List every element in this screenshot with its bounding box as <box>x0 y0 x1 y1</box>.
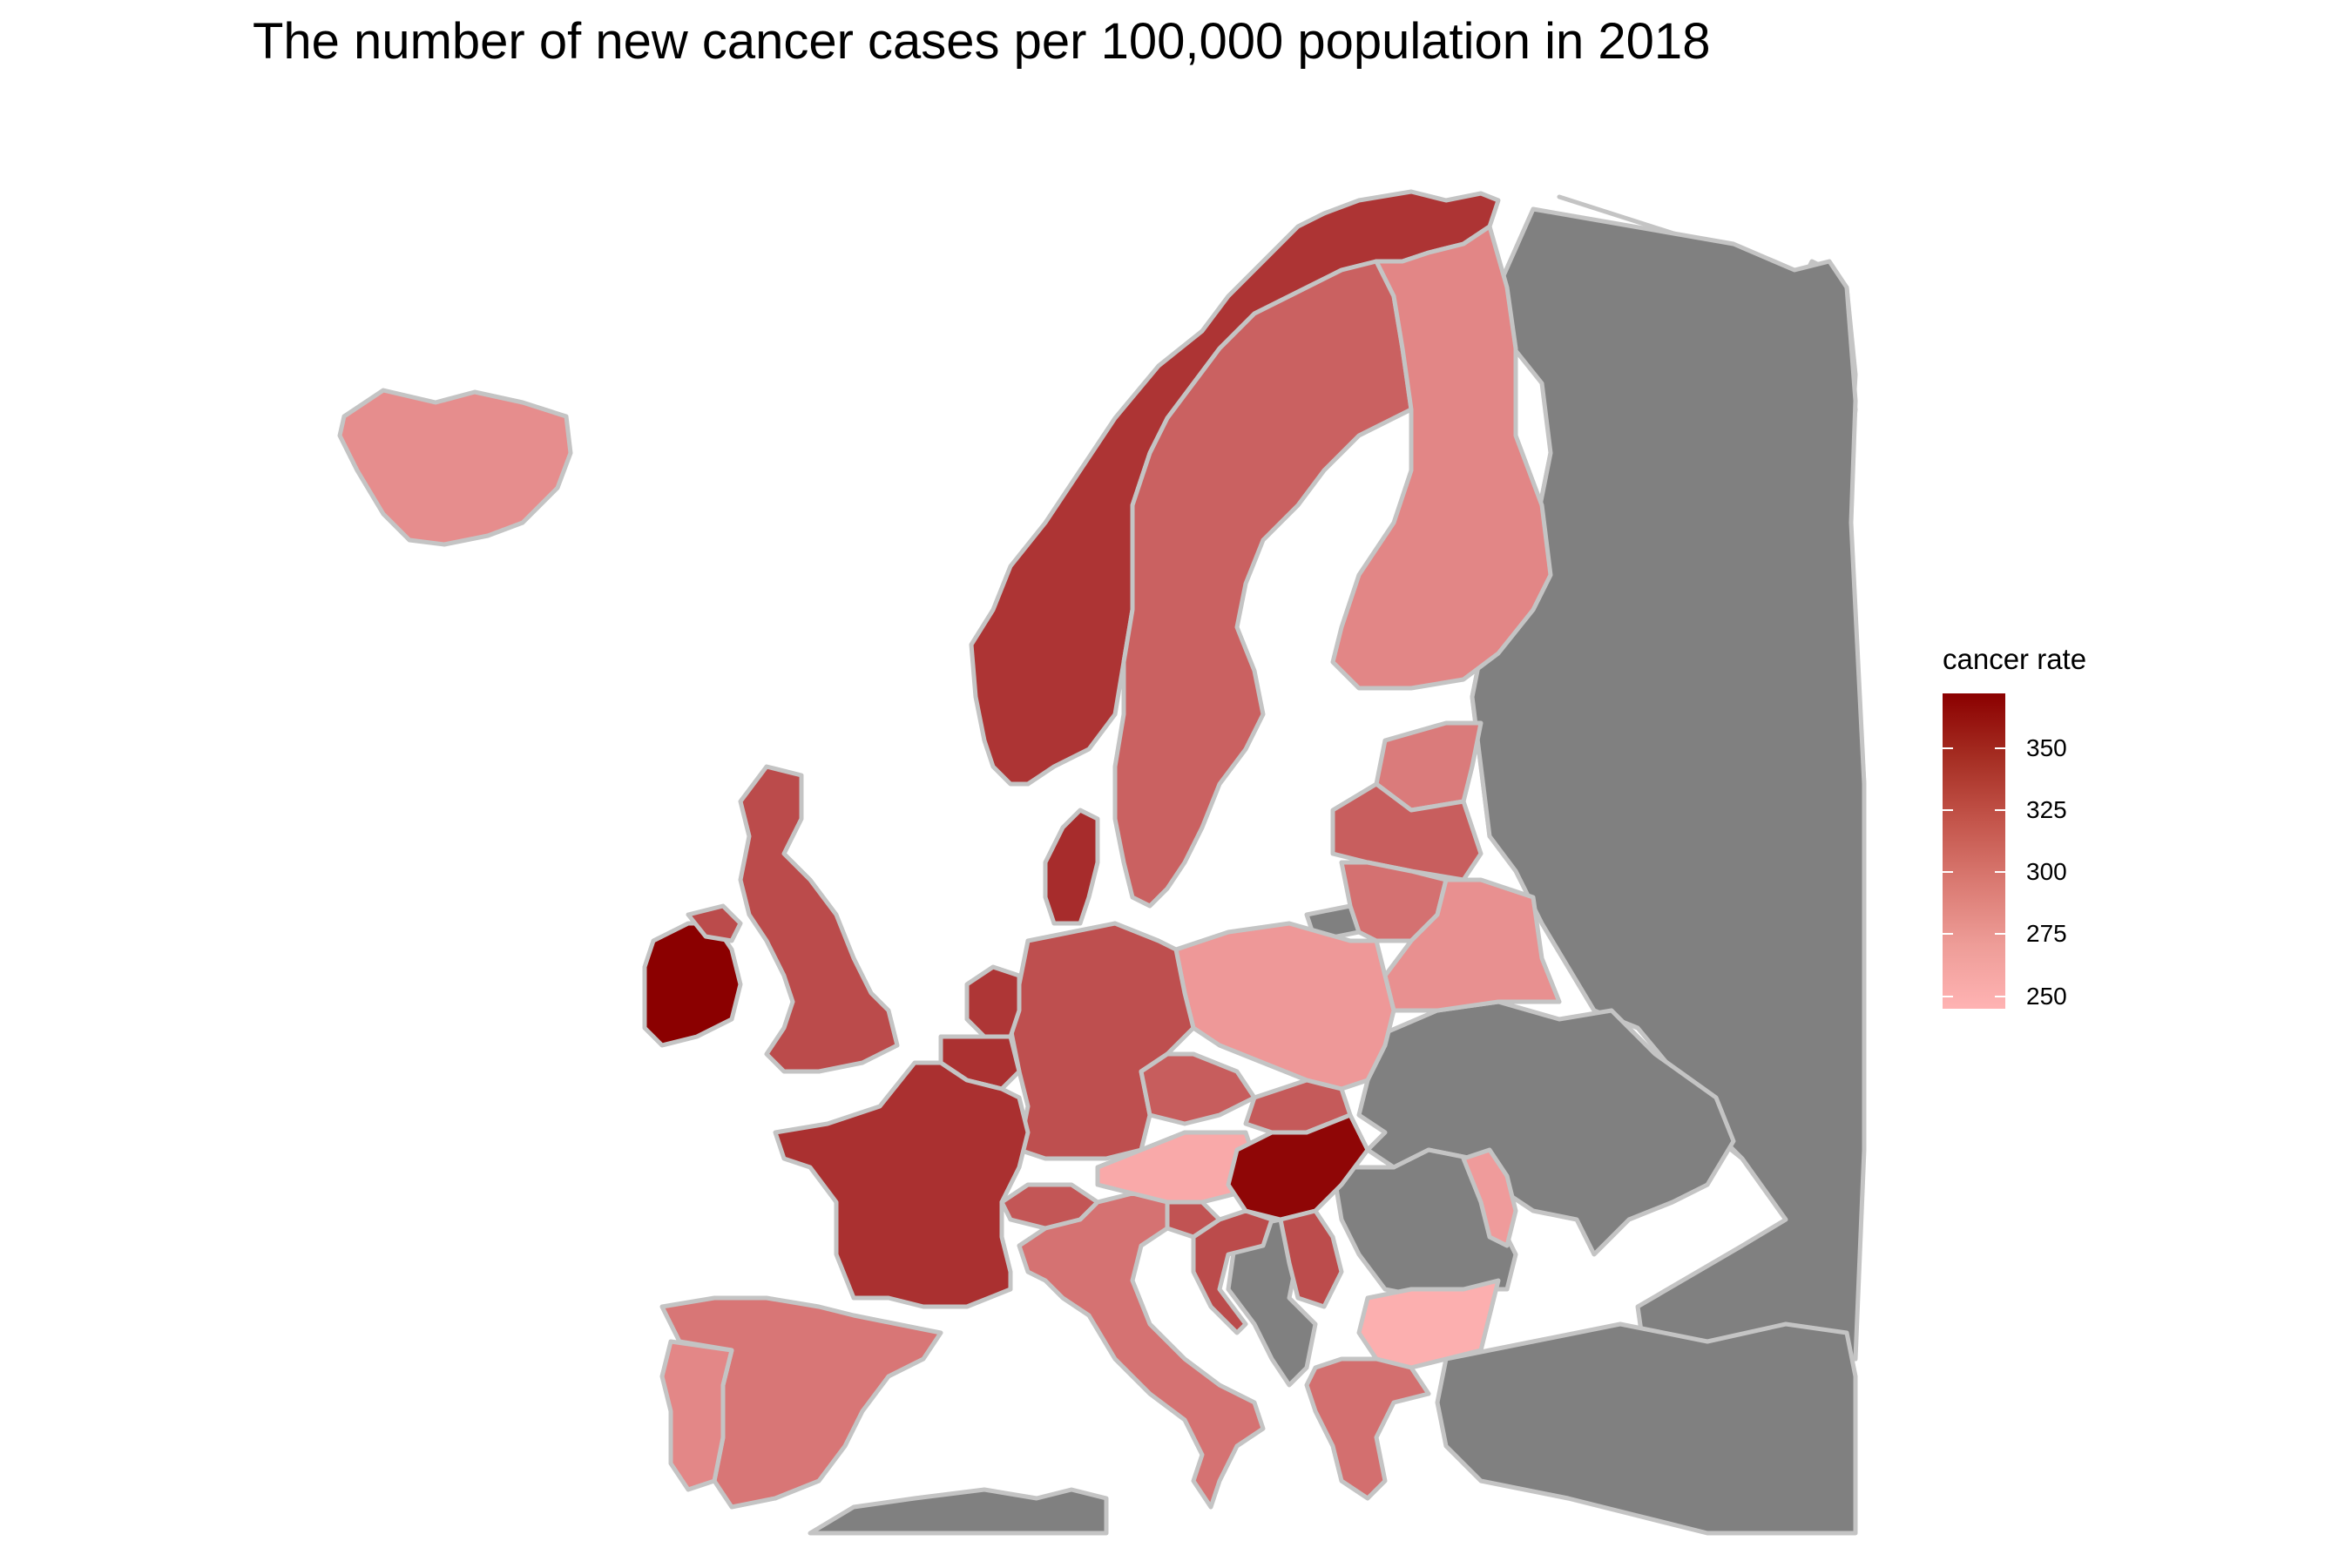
legend-tick-mark <box>1995 747 2005 749</box>
legend-tick-mark <box>1943 808 1953 811</box>
legend-tick-mark <box>1995 808 2005 811</box>
country-finland[interactable] <box>1330 224 1553 691</box>
country-denmark[interactable] <box>1043 808 1100 926</box>
country-moldova[interactable] <box>1461 1147 1518 1248</box>
region-romania <box>1330 1147 1518 1301</box>
country-portugal[interactable] <box>659 1339 734 1492</box>
region-turkey <box>1435 1321 1858 1536</box>
legend-tick-mark <box>1943 871 1953 874</box>
country-hungary[interactable] <box>1226 1112 1370 1222</box>
country-netherlands[interactable] <box>964 964 1022 1039</box>
country-croatia[interactable] <box>1191 1208 1274 1335</box>
country-bulgaria[interactable] <box>1356 1278 1501 1370</box>
legend-colorbar <box>1943 693 2005 1009</box>
legend: cancer rate 350 325 300 275 250 <box>1943 643 2087 1010</box>
country-germany[interactable] <box>1008 921 1196 1161</box>
legend-tick-mark <box>1995 995 2005 997</box>
country-italy[interactable] <box>1017 1191 1266 1510</box>
legend-tick-label: 325 <box>2026 795 2067 823</box>
region-ukraine <box>1356 999 1736 1257</box>
legend-tick-label: 250 <box>2026 982 2067 1010</box>
legend-tick-mark <box>1995 871 2005 874</box>
country-iceland[interactable] <box>337 388 573 547</box>
legend-tick-label: 275 <box>2026 920 2067 948</box>
country-serbia[interactable] <box>1278 1208 1344 1309</box>
country-latvia[interactable] <box>1330 781 1484 882</box>
legend-title: cancer rate <box>1943 643 2087 675</box>
country-czechia[interactable] <box>1139 1051 1257 1126</box>
country-france[interactable] <box>773 1060 1031 1309</box>
country-sweden[interactable] <box>1112 259 1414 909</box>
legend-tick-mark <box>1943 995 1953 997</box>
legend-tick-label: 300 <box>2026 858 2067 886</box>
country-poland[interactable] <box>1173 921 1396 1092</box>
legend-tick-mark <box>1943 933 1953 936</box>
legend-tick-mark <box>1943 747 1953 749</box>
legend-tick-label: 350 <box>2026 733 2067 761</box>
country-united-kingdom[interactable] <box>738 764 900 1074</box>
legend-tick-mark <box>1995 933 2005 936</box>
region-north-africa <box>808 1487 1109 1536</box>
country-greece[interactable] <box>1304 1356 1431 1501</box>
country-northern-ireland[interactable] <box>686 903 743 943</box>
map-title: The number of new cancer cases per 100,0… <box>253 13 1711 70</box>
